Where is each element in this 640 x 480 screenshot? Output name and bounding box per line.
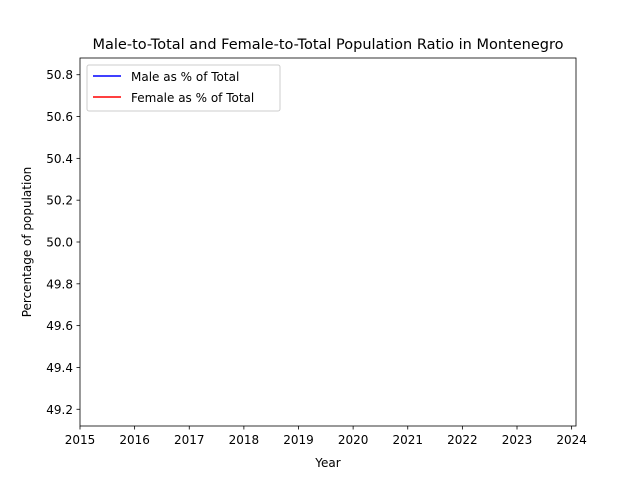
y-tick-label: 49.2: [46, 403, 73, 417]
x-axis-label: Year: [314, 456, 340, 470]
x-tick-label: 2024: [556, 433, 587, 447]
y-tick-label: 50.8: [46, 68, 73, 82]
x-tick-label: 2015: [65, 433, 96, 447]
legend-label-female: Female as % of Total: [131, 91, 254, 105]
y-tick-label: 50.4: [46, 152, 73, 166]
x-tick-label: 2019: [283, 433, 314, 447]
y-tick-label: 49.6: [46, 319, 73, 333]
plot-area: [80, 58, 576, 426]
y-tick-label: 49.4: [46, 361, 73, 375]
y-tick-label: 49.8: [46, 277, 73, 291]
y-axis-label: Percentage of population: [20, 167, 34, 318]
x-tick-label: 2021: [392, 433, 423, 447]
x-tick-label: 2023: [502, 433, 533, 447]
x-tick-label: 2017: [174, 433, 205, 447]
y-tick-label: 50.2: [46, 194, 73, 208]
legend-label-male: Male as % of Total: [131, 70, 239, 84]
y-axis: 49.2 49.4 49.6 49.8 50.0 50.2 50.4 50.6 50.8: [46, 68, 80, 417]
x-axis: 2015 2016 2017 2018 2019 2020 2021 2022 2023 2024: [65, 426, 587, 447]
y-tick-label: 50.0: [46, 236, 73, 250]
x-tick-label: 2020: [338, 433, 369, 447]
legend-box: [86, 64, 281, 112]
chart-title: Male-to-Total and Female-to-Total Popula…: [93, 37, 564, 53]
x-tick-label: 2022: [447, 433, 478, 447]
x-tick-label: 2018: [229, 433, 260, 447]
legend: Male as % of Total Female as % of Total: [86, 64, 281, 112]
y-tick-label: 50.6: [46, 110, 73, 124]
x-tick-label: 2016: [119, 433, 150, 447]
